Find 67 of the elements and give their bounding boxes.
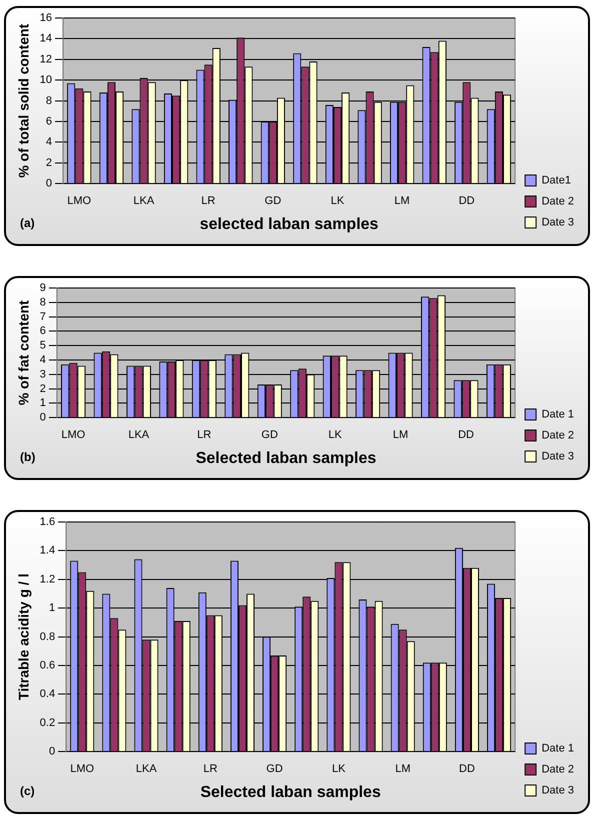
x-tick-label: LK [328, 429, 342, 442]
text: (c) [20, 784, 35, 798]
y-tick-label: 7 [40, 310, 46, 323]
x-tick-label: LKA [128, 429, 150, 442]
y-tick-label: 3 [40, 368, 46, 380]
legend-label: Date 1 [542, 742, 574, 755]
y-tick-label: 0.4 [40, 688, 56, 700]
y-tick-label: 8 [40, 296, 46, 308]
y-tick-label: 10 [40, 74, 52, 86]
x-tick-label: LK [332, 763, 346, 776]
x-tick-label: LK [330, 195, 345, 208]
legend-label: Date 3 [542, 784, 574, 797]
y-tick-label: 0.2 [40, 716, 56, 729]
y-tick-label: 1 [48, 602, 56, 614]
x-tick-label: LKA [133, 195, 155, 208]
y-tick-label: 1.4 [40, 544, 56, 557]
y-tick-label: 0 [48, 746, 56, 758]
y-tick-label: 1.6 [40, 516, 56, 528]
y-tick-label: 0 [40, 412, 46, 424]
x-tick-label: LMO [61, 429, 86, 442]
x-tick-label: LM [395, 763, 410, 776]
x-axis-title: Selected laban samples [196, 450, 376, 467]
y-tick-label: 16 [40, 12, 52, 24]
x-tick-label: LKA [136, 763, 158, 776]
y-axis-title: % of fat content [15, 300, 32, 406]
y-axis-title: Titrable acidity g / l [15, 574, 32, 700]
y-tick-label: 4 [40, 354, 46, 366]
text: (a) [20, 216, 35, 230]
y-tick-label: 14 [40, 32, 52, 45]
legend-label: Date1 [542, 174, 571, 187]
y-tick-label: 5 [40, 340, 46, 352]
legend-label: Date 1 [542, 408, 574, 421]
legend-label: Date 2 [542, 764, 574, 776]
y-tick-label: 9 [40, 282, 46, 294]
x-tick-label: LMO [67, 195, 92, 208]
y-tick-label: 0 [46, 178, 52, 190]
x-tick-label: LMO [70, 763, 94, 776]
y-tick-label: 2 [46, 156, 52, 169]
x-axis-title: selected laban samples [200, 216, 379, 233]
y-axis-title: % of total solid content [15, 23, 32, 178]
x-tick-label: DD [458, 195, 475, 208]
x-tick-label: LM [394, 195, 410, 208]
y-tick-label: 1 [40, 397, 46, 410]
x-tick-label: LR [203, 763, 218, 776]
x-tick-label: GD [264, 195, 282, 208]
x-tick-label: DD [458, 429, 474, 442]
y-tick-label: 6 [40, 325, 46, 338]
y-tick-label: 0.8 [40, 630, 56, 643]
y-tick-label: 4 [46, 136, 52, 148]
y-tick-label: 6 [46, 116, 52, 128]
x-axis-title: Selected laban samples [200, 784, 381, 801]
text: (b) [20, 450, 36, 464]
y-tick-label: 1.2 [40, 573, 56, 586]
x-tick-label: LR [197, 429, 212, 442]
y-tick-label: 12 [40, 53, 52, 66]
legend-label: Date 3 [542, 450, 574, 463]
legend-label: Date 2 [542, 430, 574, 442]
y-tick-label: 8 [46, 94, 52, 107]
x-tick-label: DD [459, 763, 475, 776]
x-tick-label: GD [261, 429, 278, 442]
legend-label: Date 2 [542, 196, 574, 208]
x-tick-label: GD [266, 763, 283, 776]
legend-label: Date 3 [542, 216, 574, 229]
y-tick-label: 0.6 [40, 660, 56, 672]
y-tick-label: 2 [40, 382, 46, 395]
x-tick-label: LR [201, 195, 216, 208]
x-tick-label: LM [392, 429, 408, 442]
